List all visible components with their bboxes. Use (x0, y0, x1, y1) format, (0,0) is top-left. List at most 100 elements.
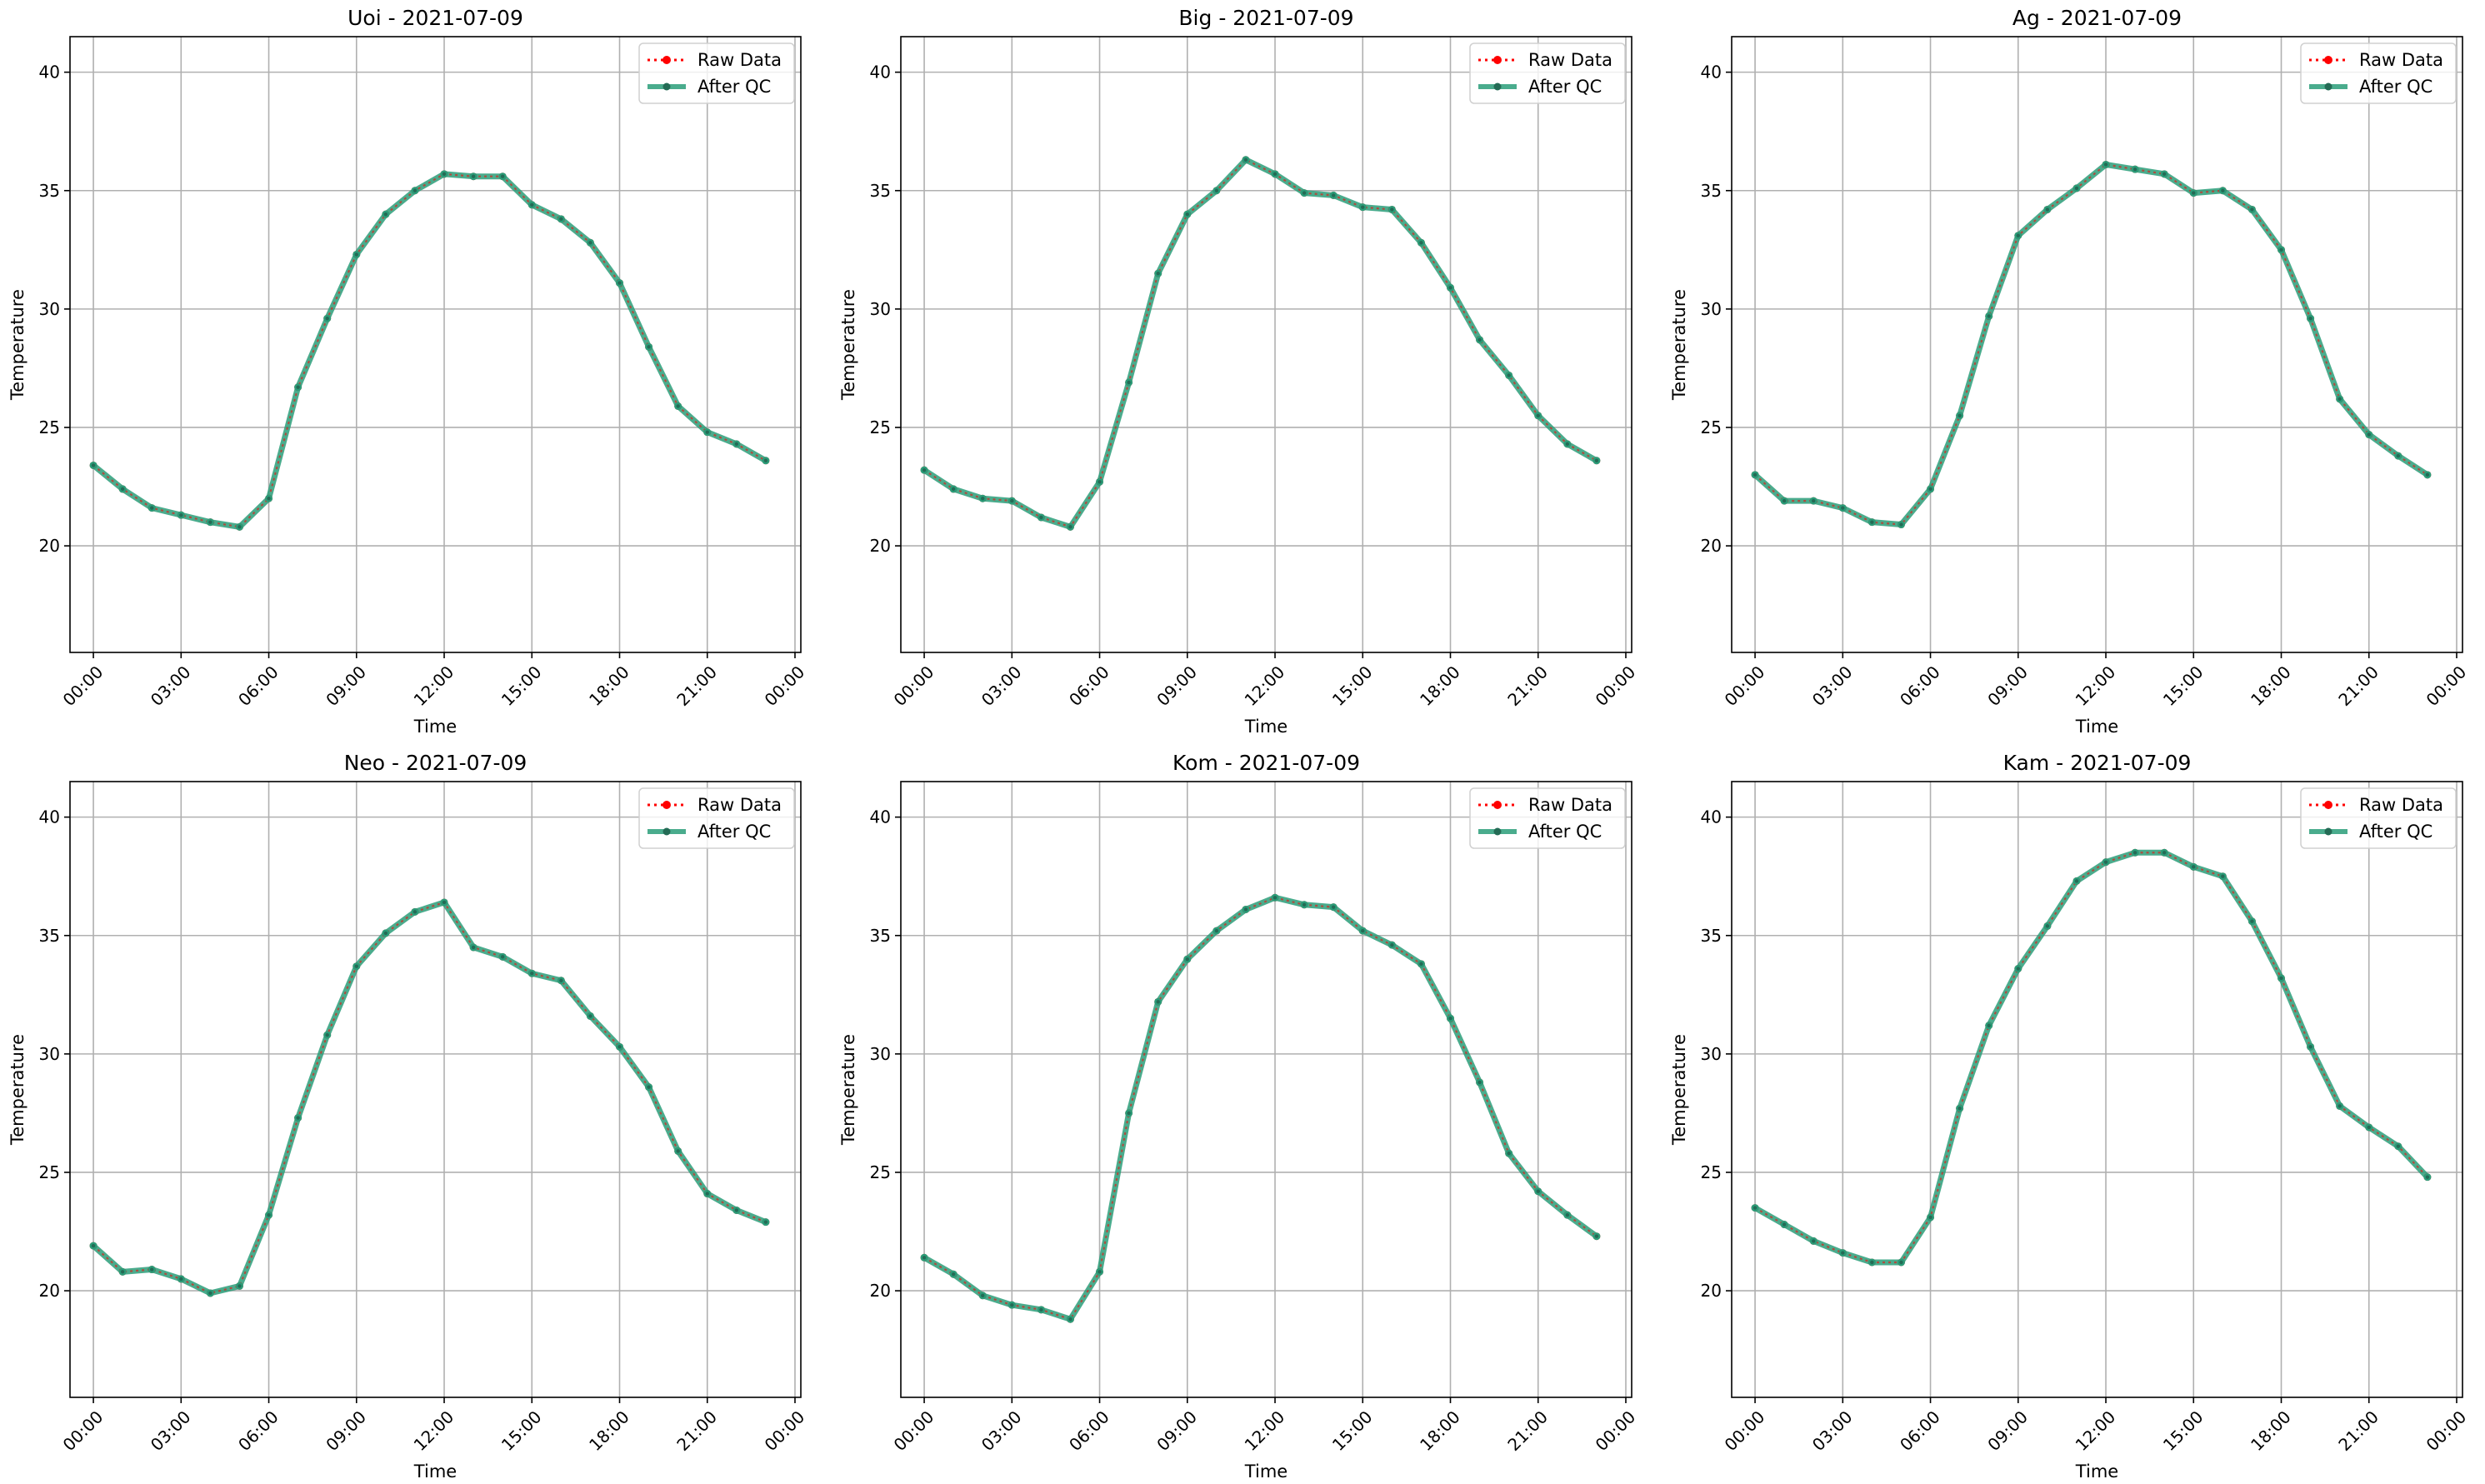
x-tick-label: 03:00 (1808, 662, 1857, 710)
after-qc-point-core (2192, 191, 2196, 195)
series-raw-line (92, 901, 767, 1295)
after-qc-point-core (2425, 472, 2430, 477)
x-tick-label: 06:00 (1896, 662, 1944, 710)
x-tick-label: 00:00 (761, 1407, 809, 1455)
after-qc-point-core (2308, 1045, 2312, 1049)
legend-after-qc-marker (662, 827, 671, 836)
after-qc-point-core (442, 900, 447, 905)
after-qc-point-core (2162, 851, 2167, 855)
x-tick-label: 09:00 (1152, 662, 1201, 710)
after-qc-point-core (2221, 188, 2225, 192)
after-qc-point-core (1782, 1222, 1787, 1227)
legend-after-qc-marker (2324, 82, 2332, 91)
x-tick-label: 00:00 (1721, 1407, 1769, 1455)
axes-frame (1731, 781, 2463, 1398)
after-qc-point-core (559, 978, 563, 982)
after-qc-point-core (2103, 162, 2108, 167)
x-axis-label: Time (413, 1462, 457, 1482)
after-qc-point-core (2308, 317, 2312, 321)
after-qc-point-core (296, 385, 300, 389)
y-tick-label: 30 (1701, 299, 1722, 319)
y-tick-label: 30 (870, 1044, 891, 1064)
legend-after-qc-marker (1493, 827, 1502, 836)
legend-raw-marker (662, 56, 671, 64)
after-qc-point-core (1870, 1260, 1874, 1265)
legend: Raw Data After QC (1469, 787, 1626, 849)
after-qc-point-core (238, 1284, 242, 1288)
y-tick-label: 40 (1701, 807, 1722, 827)
after-qc-point-core (951, 487, 956, 492)
grid (1732, 37, 2462, 652)
x-tick-label: 15:00 (1328, 1407, 1377, 1455)
after-qc-point-core (120, 487, 125, 492)
after-qc-point-core (647, 345, 651, 349)
y-tick-label: 40 (39, 807, 60, 827)
x-tick-label: 18:00 (2247, 1407, 2295, 1455)
y-tick-label: 20 (870, 1281, 891, 1301)
y-tick-label: 35 (870, 181, 891, 201)
x-tick-label: 00:00 (59, 662, 108, 710)
x-tick-label: 00:00 (2422, 1407, 2471, 1455)
series-raw-line (92, 172, 767, 528)
after-qc-point-core (705, 430, 709, 434)
legend-after-qc-label: After QC (2359, 822, 2432, 842)
after-qc-point-core (1594, 458, 1599, 462)
x-tick-label: 12:00 (2072, 1407, 2120, 1455)
after-qc-point-core (2367, 1125, 2371, 1130)
axes-frame (69, 36, 802, 653)
axes-frame (900, 781, 1632, 1398)
x-tick-label: 09:00 (1983, 662, 2032, 710)
after-qc-point-core (530, 972, 534, 976)
after-qc-point-core (1448, 1017, 1452, 1021)
legend: Raw Data After QC (2300, 42, 2457, 104)
legend-after-qc-label: After QC (698, 77, 771, 97)
after-qc-point-core (2279, 976, 2283, 981)
grid (901, 782, 1632, 1397)
y-tick-label: 40 (39, 62, 60, 82)
x-tick-label: 12:00 (2072, 662, 2120, 710)
after-qc-point-core (91, 463, 96, 467)
after-qc-point-core (1156, 1000, 1160, 1004)
after-qc-point-core (2132, 851, 2138, 855)
x-tick-label: 03:00 (978, 662, 1026, 710)
x-axis-label: Time (1244, 717, 1288, 737)
after-qc-point-core (1039, 515, 1043, 520)
legend-after-qc-marker (2324, 827, 2332, 836)
after-qc-point-core (471, 945, 476, 950)
y-tick-label: 20 (39, 536, 60, 556)
after-qc-point-core (1390, 207, 1394, 212)
y-tick-label: 20 (1701, 1281, 1722, 1301)
after-qc-point-core (1039, 1307, 1043, 1312)
after-qc-point-core (150, 506, 154, 510)
x-tick-label: 15:00 (498, 662, 546, 710)
x-tick-label: 12:00 (410, 662, 458, 710)
legend-raw-marker (2324, 801, 2332, 809)
after-qc-point-core (1185, 212, 1189, 217)
subplot-title: Big - 2021-07-09 (1178, 6, 1353, 30)
after-qc-point-core (2338, 1104, 2342, 1108)
after-qc-point-core (1928, 1215, 1932, 1220)
after-qc-point-core (296, 1116, 300, 1120)
after-qc-point-core (267, 1212, 271, 1217)
after-qc-point-core (1899, 1260, 1903, 1265)
y-axis-label: Temperature (1669, 289, 1689, 401)
axes-frame (900, 36, 1632, 653)
grid (901, 37, 1632, 652)
after-qc-point-core (2016, 967, 2020, 971)
x-tick-label: 09:00 (1152, 1407, 1201, 1455)
after-qc-point-core (1841, 1251, 1845, 1255)
x-axis-label: Time (2075, 1462, 2118, 1482)
x-tick-label: 21:00 (2334, 1407, 2382, 1455)
axes-frame (1731, 36, 2463, 653)
after-qc-point-core (354, 964, 358, 968)
after-qc-point-core (559, 217, 563, 222)
grid (1732, 782, 2462, 1397)
after-qc-point-core (1536, 1189, 1540, 1193)
after-qc-point-core (1507, 373, 1511, 377)
after-qc-point-core (763, 458, 768, 462)
subplot-title: Ag - 2021-07-09 (2012, 6, 2182, 30)
after-qc-point-core (500, 174, 505, 178)
x-tick-label: 12:00 (1241, 1407, 1289, 1455)
x-tick-label: 15:00 (2159, 662, 2208, 710)
y-tick-label: 20 (870, 536, 891, 556)
